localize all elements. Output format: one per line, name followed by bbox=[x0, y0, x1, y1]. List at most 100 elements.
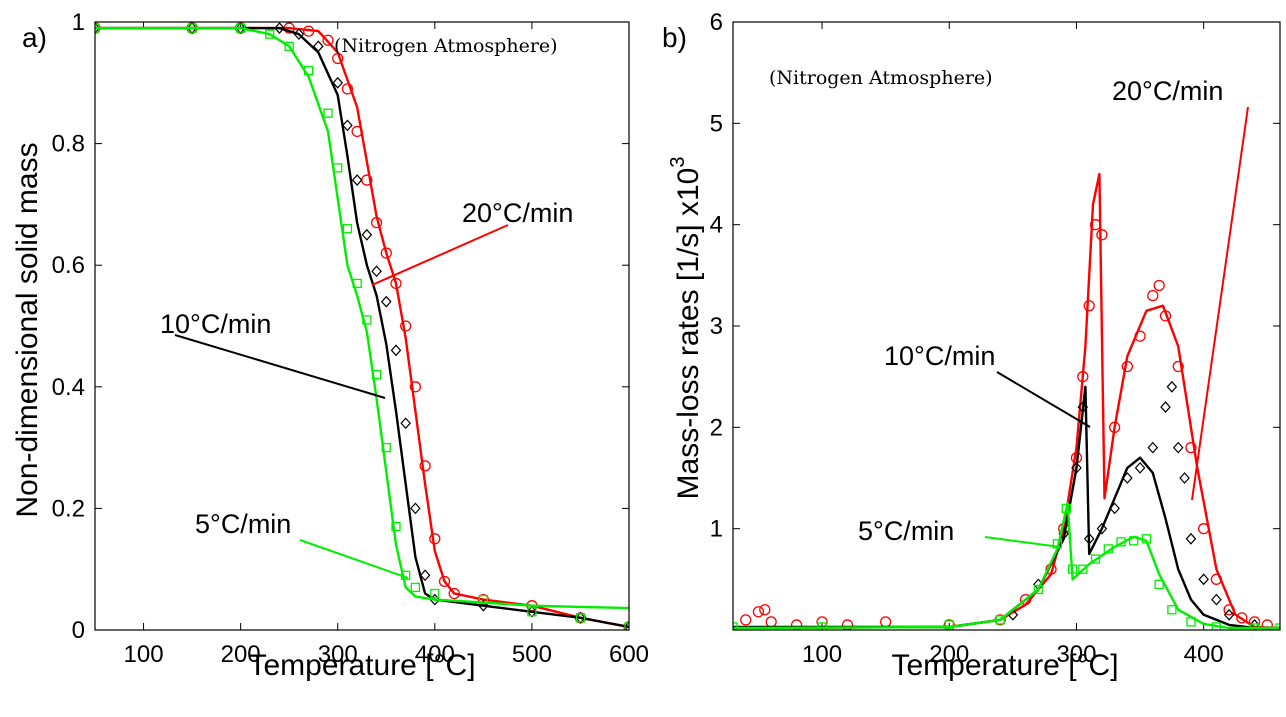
panel-a-point-10cmin bbox=[575, 611, 586, 624]
panel-b-point-20cmin bbox=[740, 614, 752, 626]
panel-a-point-20cmin bbox=[419, 460, 431, 472]
panel-a-ytick-label: 1 bbox=[72, 9, 85, 36]
panel-b-point-10cmin bbox=[1211, 593, 1222, 606]
panel-b-point-5cmin bbox=[1078, 564, 1088, 574]
panel-a-xtick-label: 600 bbox=[609, 641, 649, 668]
panel-a-xtick-label: 200 bbox=[221, 641, 261, 668]
panel-b-ylabel: Mass-loss rates [1/s] x10 bbox=[672, 168, 705, 500]
panel-a-point-5cmin bbox=[575, 613, 586, 623]
panel-a-xtick-label: 300 bbox=[318, 641, 358, 668]
panel-a-point-5cmin bbox=[391, 521, 401, 532]
panel-a-point-5cmin bbox=[333, 163, 343, 173]
panel-b-point-20cmin bbox=[1083, 300, 1095, 312]
panel-b-line-5cmin bbox=[733, 502, 1280, 630]
panel-b-point-20cmin bbox=[1153, 279, 1165, 292]
panel-a-annotation-5: 5°C/min bbox=[195, 509, 291, 539]
panel-b-point-20cmin bbox=[752, 606, 765, 618]
panel-a-point-5cmin bbox=[410, 582, 421, 593]
panel-a-point-10cmin bbox=[332, 76, 344, 89]
panel-a-ylabel: Non-dimensional solid mass bbox=[11, 142, 44, 517]
panel-b-xtick-label: 300 bbox=[1056, 641, 1096, 668]
panel-b-line-10cmin bbox=[733, 385, 1280, 630]
panel-a-point-20cmin bbox=[400, 320, 412, 332]
panel-b-marks bbox=[733, 172, 1280, 630]
panel-a-annotation-20: 20°C/min bbox=[462, 198, 573, 228]
panel-b-point-5cmin bbox=[1033, 584, 1043, 595]
panel-b: b) 100 200 300 400 1 2 3 4 5 6 Temperature [°C] M… bbox=[662, 9, 1281, 682]
panel-b-leader-20 bbox=[1191, 106, 1249, 501]
panel-b-point-10cmin bbox=[1147, 441, 1159, 454]
panel-b-ytick-label: 6 bbox=[710, 9, 723, 36]
panel-b-point-10cmin bbox=[1166, 380, 1178, 393]
panel-b-point-5cmin bbox=[944, 620, 954, 630]
panel-a-point-20cmin bbox=[409, 381, 422, 393]
panel-b-point-5cmin bbox=[1167, 605, 1177, 615]
panel-b-annotation-10: 10°C/min bbox=[884, 341, 995, 371]
panel-b-ytick-label: 2 bbox=[710, 414, 723, 441]
panel-b-point-5cmin bbox=[1090, 554, 1101, 564]
panel-b-xtick-label: 200 bbox=[929, 641, 969, 668]
panel-b-xtick-label: 400 bbox=[1184, 641, 1224, 668]
panel-b-point-20cmin bbox=[765, 616, 777, 628]
panel-b-point-20cmin bbox=[759, 604, 771, 616]
panel-b-ticks: 100 200 300 400 1 2 3 4 5 6 bbox=[710, 9, 1280, 668]
panel-a-point-10cmin bbox=[361, 228, 373, 241]
panel-b-annotation-20: 20°C/min bbox=[1112, 76, 1223, 106]
panel-a-point-10cmin bbox=[390, 344, 402, 357]
panel-b-point-10cmin bbox=[1134, 461, 1146, 474]
panel-b-point-20cmin bbox=[1236, 612, 1248, 624]
panel-b-point-5cmin bbox=[1154, 579, 1164, 590]
panel-a-point-10cmin bbox=[419, 569, 431, 582]
panel-b-label: b) bbox=[662, 22, 687, 53]
panel-a-marks bbox=[95, 22, 629, 630]
panel-a-leader-10 bbox=[174, 334, 386, 399]
panel-a-ytick-label: 0.2 bbox=[52, 495, 85, 522]
panel-a-point-10cmin bbox=[371, 265, 382, 278]
panel-a-point-10cmin bbox=[274, 22, 285, 34]
panel-a-point-10cmin bbox=[410, 502, 421, 515]
panel-b-ytick-label: 5 bbox=[710, 110, 723, 137]
svg-text:Mass-loss rates [1/s] x103: Mass-loss rates [1/s] x103 bbox=[667, 157, 705, 500]
panel-a-point-10cmin bbox=[526, 605, 538, 618]
panel-b-annotation-5: 5°C/min bbox=[858, 516, 954, 546]
panel-b-note: (Nitrogen Atmosphere) bbox=[769, 67, 993, 89]
panel-a-ytick-label: 0.4 bbox=[52, 374, 85, 401]
panel-a-axes-box bbox=[94, 21, 630, 631]
panel-a-point-5cmin bbox=[430, 588, 440, 599]
panel-a-point-10cmin bbox=[342, 119, 353, 132]
panel-b-point-10cmin bbox=[1198, 573, 1209, 586]
panel-a-point-10cmin bbox=[235, 22, 246, 34]
panel-b-ylabel-group: Mass-loss rates [1/s] x103 bbox=[667, 157, 705, 500]
panel-b-ytick-label: 1 bbox=[710, 516, 723, 543]
panel-b-point-20cmin bbox=[1096, 229, 1108, 241]
panel-a-annotation-10: 10°C/min bbox=[160, 309, 271, 339]
panel-a-point-5cmin bbox=[342, 224, 353, 234]
panel-b-point-10cmin bbox=[1179, 472, 1190, 484]
panel-a-point-20cmin bbox=[322, 34, 334, 46]
panel-a-leader-20 bbox=[371, 224, 509, 286]
panel-b-point-10cmin bbox=[1160, 401, 1171, 413]
panel-a-line-5cmin bbox=[95, 26, 629, 610]
panel-a-line-10cmin bbox=[95, 26, 629, 629]
panel-a-note: (Nitrogen Atmosphere) bbox=[334, 35, 558, 57]
panel-b-point-20cmin bbox=[1172, 360, 1184, 373]
panel-b-xlabel: Temperature [°C] bbox=[891, 649, 1118, 682]
panel-b-leader-5 bbox=[984, 536, 1061, 548]
panel-a-leader-5 bbox=[299, 539, 409, 579]
panel-a-point-10cmin bbox=[351, 174, 363, 186]
panel-b-point-20cmin bbox=[1147, 289, 1159, 302]
panel-b-leader-10 bbox=[996, 371, 1091, 428]
panel-a-point-5cmin bbox=[527, 607, 537, 617]
panel-a-xtick-label: 500 bbox=[512, 641, 552, 668]
panel-a-point-10cmin bbox=[95, 22, 101, 34]
panel-a-xlabel: Temperature [°C] bbox=[248, 649, 475, 682]
panel-b-point-20cmin bbox=[880, 616, 892, 628]
panel-a: a) 100 200 300 400 500 600 0 0.2 0.4 0.6 0.8 1 Temp… bbox=[11, 9, 649, 682]
panel-b-point-10cmin bbox=[1185, 532, 1197, 545]
panel-a-ticks: 100 200 300 400 500 600 0 0.2 0.4 0.6 0.8 1 bbox=[52, 9, 649, 668]
panel-a-ytick-label: 0.6 bbox=[52, 252, 85, 279]
panel-a-point-20cmin bbox=[341, 83, 354, 95]
panel-a-point-10cmin bbox=[400, 417, 411, 430]
panel-b-point-20cmin bbox=[1185, 441, 1197, 454]
